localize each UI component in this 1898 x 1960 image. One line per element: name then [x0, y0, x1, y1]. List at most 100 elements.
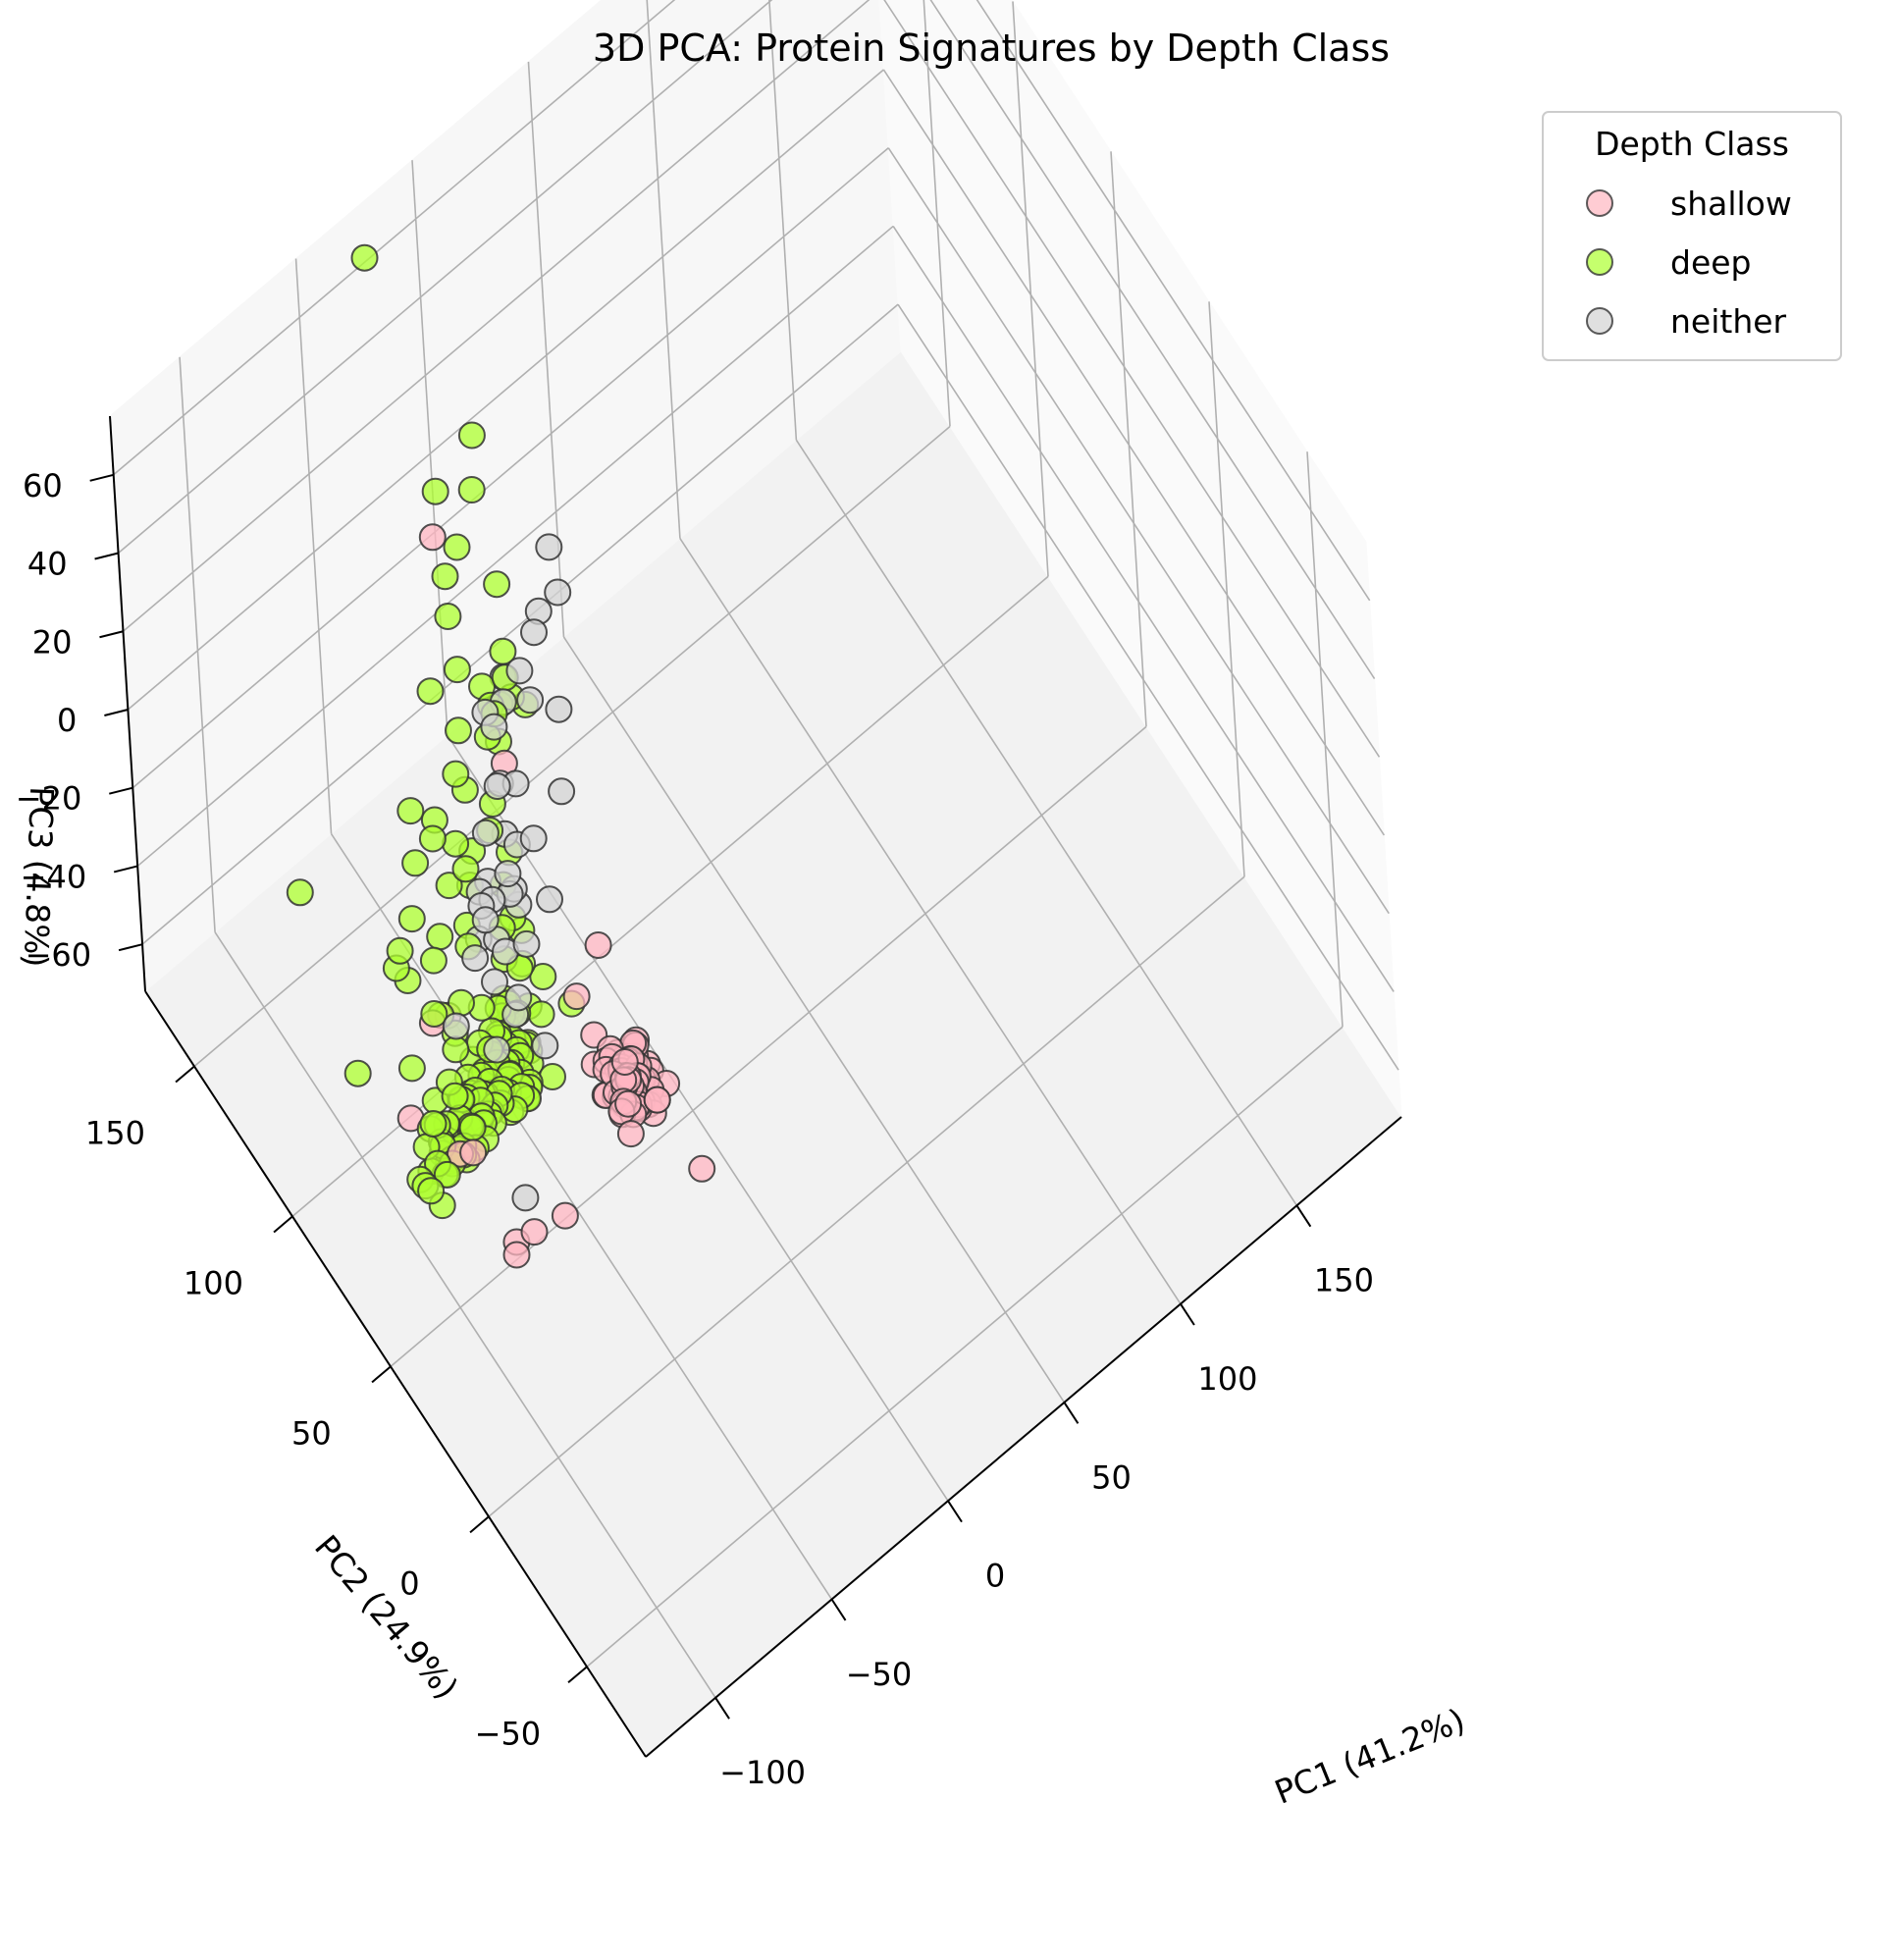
point-shallow: [688, 1154, 716, 1183]
z-gridline-side: [975, 0, 1371, 602]
point-shallow: [616, 1120, 645, 1148]
z-tick: [104, 709, 129, 716]
y-gridline-floor: [488, 875, 1245, 1517]
point-deep: [433, 1160, 461, 1189]
scatter-points: [286, 243, 716, 1269]
point-neither: [519, 824, 548, 853]
x-tick: [714, 1697, 730, 1720]
legend-label-deep: deep: [1670, 243, 1752, 282]
y-tick: [175, 1065, 195, 1084]
right-wall-pane: [878, 0, 1402, 1119]
legend-label-neither: neither: [1670, 302, 1787, 341]
z-gridline-side: [892, 225, 1395, 992]
x-tick: [947, 1500, 963, 1523]
x-gridline-floor: [447, 734, 949, 1502]
point-deep: [442, 760, 470, 788]
point-deep: [483, 570, 511, 599]
z-gridline-side: [929, 0, 1376, 679]
legend-box: [1542, 111, 1842, 361]
z-tick-label: −20: [16, 780, 82, 818]
z-tick-label: −40: [21, 858, 87, 895]
legend-marker-shallow: [1586, 189, 1613, 217]
gridlines: [113, 0, 1399, 1699]
point-shallow: [643, 1086, 671, 1114]
z-tick: [113, 865, 138, 874]
point-shallow: [610, 1048, 639, 1076]
z-gridline-back: [118, 0, 773, 555]
z-tick-label: 20: [32, 623, 73, 661]
point-shallow: [562, 982, 591, 1011]
legend: Depth Class shallow deep neither: [1542, 111, 1842, 361]
z-gridline-side: [882, 69, 1386, 836]
tick-labels: −100 −50 0 50 100 150 −50 0 50 100 150 −60 −40 −20 0 20…: [16, 467, 1374, 1791]
z-tick: [99, 630, 124, 639]
y-tick: [469, 1515, 490, 1534]
point-deep: [435, 872, 463, 900]
point-deep: [426, 923, 454, 951]
point-neither: [483, 772, 511, 800]
axis-lines: [109, 415, 1402, 1758]
z-gridline-back: [113, 0, 676, 476]
y-tick-label: −50: [475, 1715, 542, 1752]
z-gridline-back: [132, 147, 889, 789]
point-neither: [548, 777, 576, 806]
point-deep: [451, 855, 480, 883]
z-gridline-back: [127, 69, 884, 711]
x-gridline-floor: [330, 833, 833, 1600]
z-gridline-back: [122, 0, 870, 632]
point-neither: [535, 533, 563, 561]
point-neither: [442, 1012, 470, 1040]
point-neither: [480, 713, 508, 741]
z-tick: [109, 786, 133, 795]
legend-marker-deep: [1586, 248, 1613, 276]
point-deep: [396, 797, 425, 825]
point-deep: [418, 824, 447, 853]
y-gridline-side: [1110, 151, 1147, 727]
tick-marks: [89, 473, 1312, 1720]
point-deep: [397, 905, 426, 933]
y-gridline-floor: [586, 1026, 1344, 1668]
x-gridline-floor: [562, 636, 1066, 1404]
point-deep: [457, 476, 486, 503]
point-neither: [483, 1035, 511, 1064]
z-gridline-back: [136, 225, 894, 868]
point-deep: [386, 936, 414, 965]
point-deep: [419, 946, 448, 975]
point-deep: [457, 421, 486, 450]
x-gridline-floor: [679, 538, 1182, 1305]
y-tick: [567, 1666, 588, 1684]
point-shallow: [584, 931, 612, 959]
point-shallow: [418, 523, 447, 552]
z-tick: [89, 473, 114, 482]
y-tick-label: 150: [85, 1115, 145, 1152]
z-axis-label: PC3 (4.8%): [17, 786, 61, 968]
point-neither: [531, 1032, 559, 1060]
x-gridline-back: [646, 0, 681, 539]
point-deep: [441, 1082, 469, 1110]
z-tick-label: 60: [23, 467, 63, 504]
y-gridline-side: [1012, 1, 1049, 577]
point-deep: [350, 243, 379, 272]
z-gridline-back: [141, 303, 899, 945]
point-deep: [417, 1177, 446, 1205]
point-deep: [401, 849, 430, 877]
legend-title: Depth Class: [1595, 125, 1789, 163]
point-deep: [419, 1110, 448, 1138]
point-deep: [434, 603, 462, 630]
point-deep: [442, 829, 470, 858]
point-deep: [527, 1000, 555, 1029]
point-neither: [544, 578, 572, 607]
y-tick-label: 0: [399, 1565, 419, 1603]
y-tick: [371, 1365, 392, 1384]
x-tick: [1063, 1402, 1080, 1424]
z-tick-label: −60: [26, 936, 92, 974]
point-deep: [443, 656, 471, 684]
point-shallow: [520, 1218, 549, 1246]
x-tick-label: 150: [1314, 1262, 1374, 1299]
point-shallow: [459, 1139, 488, 1167]
x-tick-label: −100: [719, 1754, 806, 1791]
z-gridline-side: [897, 303, 1399, 1071]
point-neither: [520, 618, 548, 647]
point-deep: [286, 878, 314, 907]
